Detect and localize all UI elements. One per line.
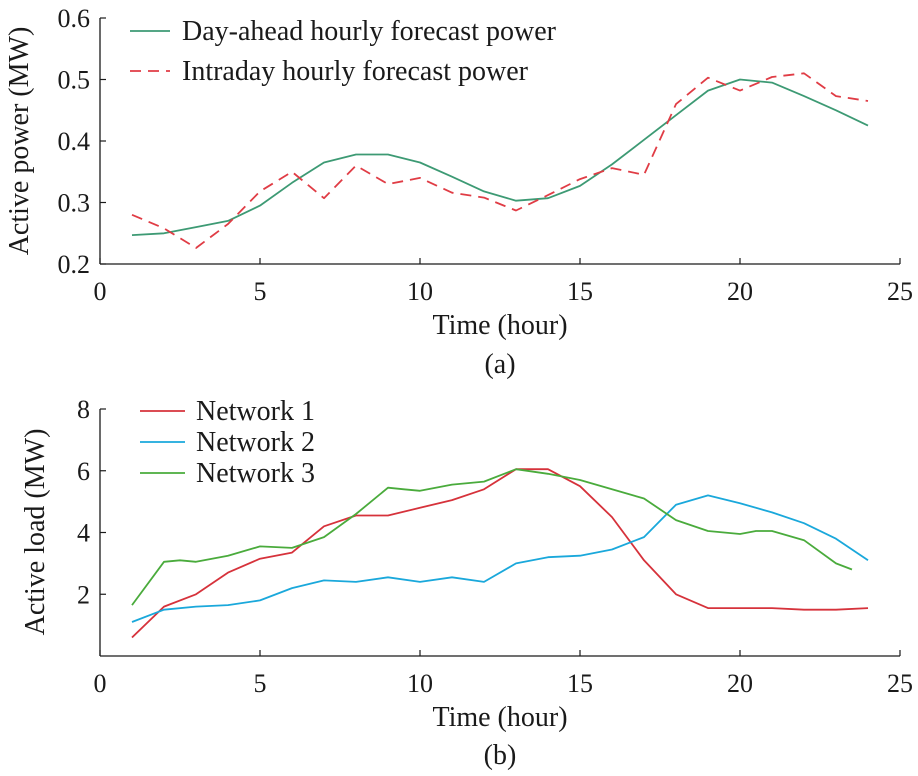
- x-tick-label: 10: [407, 277, 433, 306]
- legend-label: Network 3: [196, 458, 315, 489]
- chart-panel-a: 0 5 10 15 20 25 0.2 0.3 0.4 0.5 0.6 Time (hour) Acti…: [4, 4, 913, 380]
- panel-caption: (b): [484, 740, 517, 771]
- y-tick-label: 6: [77, 457, 90, 486]
- series-line-b-3: [131, 468, 853, 606]
- series-line-a-2: [131, 72, 869, 249]
- x-tick-label: 15: [567, 277, 593, 306]
- x-tick-label: 0: [94, 277, 107, 306]
- x-tick-label: 0: [94, 669, 107, 698]
- y-axis-label: Active load (MW): [20, 429, 51, 636]
- y-tick-label: 4: [77, 519, 90, 548]
- x-axis-label: Time (hour): [432, 310, 567, 341]
- x-tick-label: 25: [887, 669, 913, 698]
- legend-label: Network 1: [196, 396, 315, 427]
- x-tick-label: 10: [407, 669, 433, 698]
- panel-caption: (a): [484, 349, 515, 380]
- chart-panel-b: 0 5 10 15 20 25 2 4 6 8 Time (hour) Active load (MW…: [20, 395, 913, 771]
- y-tick-label: 8: [77, 395, 90, 424]
- x-tick-label: 20: [727, 277, 753, 306]
- y-tick-label: 2: [77, 580, 90, 609]
- x-tick-label: 5: [254, 277, 267, 306]
- legend-label: Network 2: [196, 427, 315, 458]
- legend-label: Day-ahead hourly forecast power: [182, 16, 557, 47]
- y-tick-label: 0.3: [58, 189, 91, 218]
- y-tick-label: 0.2: [58, 250, 91, 279]
- y-tick-label: 0.4: [58, 127, 91, 156]
- y-tick-label: 0.6: [58, 4, 91, 33]
- x-tick-label: 20: [727, 669, 753, 698]
- x-tick-label: 25: [887, 277, 913, 306]
- series-line-a-1: [131, 78, 869, 236]
- x-tick-label: 15: [567, 669, 593, 698]
- series-line-b-2: [131, 494, 869, 623]
- y-tick-label: 0.5: [58, 66, 91, 95]
- legend-label: Intraday hourly forecast power: [182, 56, 529, 87]
- series-line-b-1: [131, 468, 869, 639]
- y-axis-label: Active power (MW): [4, 27, 35, 256]
- x-axis-label: Time (hour): [432, 702, 567, 733]
- x-tick-label: 5: [254, 669, 267, 698]
